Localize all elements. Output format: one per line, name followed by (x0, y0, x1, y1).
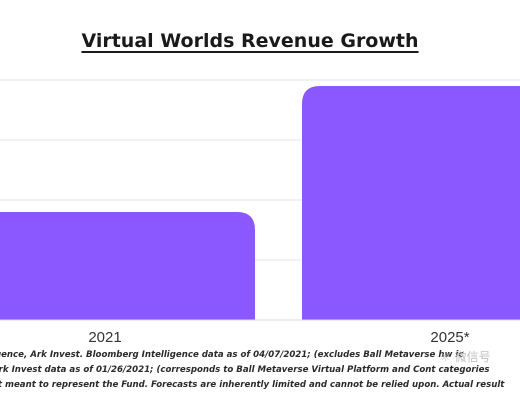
bar-2025 (302, 86, 520, 320)
footnote-line-3: ot meant to represent the Fund. Forecast… (0, 380, 505, 390)
watermark-text: 微信号 (454, 350, 491, 364)
x-tick-label: 2021 (88, 329, 121, 346)
bars (0, 86, 520, 320)
chart-title: Virtual Worlds Revenue Growth (81, 30, 419, 52)
footnote-line-1: igence, Ark Invest. Bloomberg Intelligen… (0, 350, 464, 360)
wechat-icon: ☼ (440, 350, 451, 364)
footnote-line-2: Ark Invest data as of 01/26/2021; (corre… (0, 365, 490, 375)
bar-2021 (0, 212, 255, 320)
x-tick-label: 2025* (430, 329, 469, 346)
x-tick-labels: 2021 2025* (88, 329, 469, 346)
watermark-logo: ☼ 微信号 (440, 348, 491, 365)
